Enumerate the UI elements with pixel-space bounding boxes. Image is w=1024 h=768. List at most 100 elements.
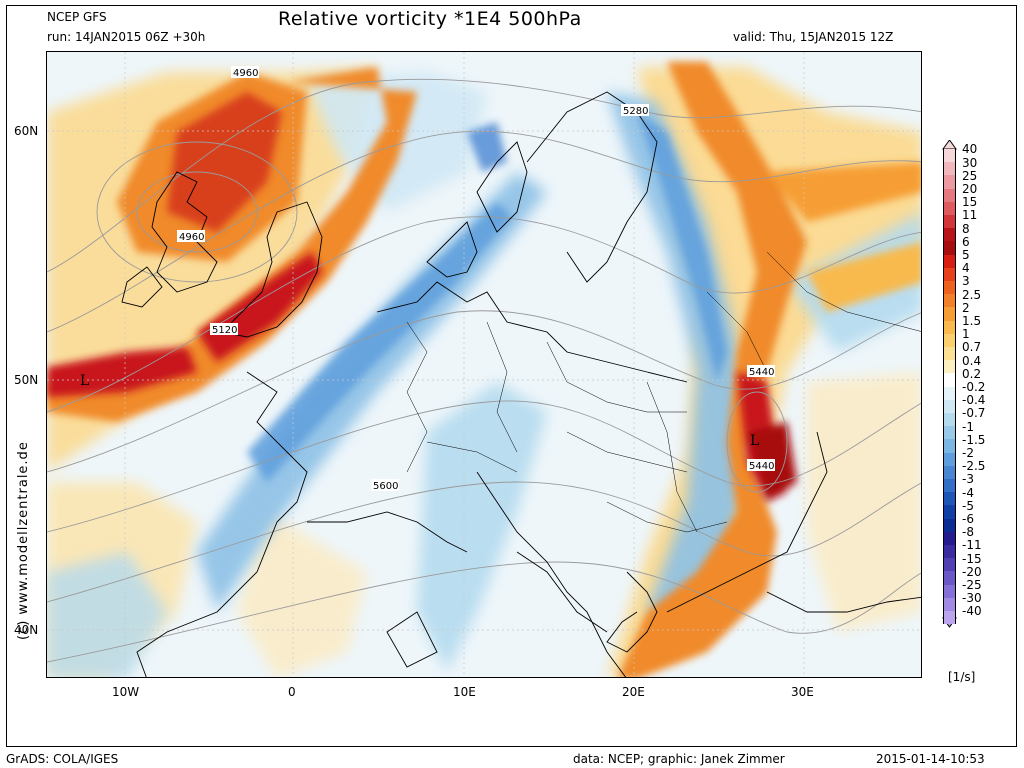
legend-row: 1 [940,328,1020,347]
legend-swatch [943,360,956,374]
low-pressure-marker: L [750,433,759,449]
chart-title: Relative vorticity *1E4 500hPa [278,8,582,30]
legend-swatch [943,386,956,400]
legend-label: 2.5 [962,287,982,302]
legend-label: 3 [962,274,970,289]
legend-row: 11 [940,209,1020,229]
legend-swatch [943,452,956,466]
legend-label: -1.5 [962,432,986,447]
legend-swatch [943,307,956,321]
legend-swatch [943,399,956,413]
legend-unit: [1/s] [948,670,976,684]
legend-row: 5 [940,249,1020,268]
legend-label: 25 [962,168,978,183]
contour-label: 4960 [233,68,258,79]
legend-row: -0.4 [940,394,1020,413]
legend-row: 25 [940,170,1020,189]
contour-labels: 4960 4960 5280 5120 5440 5440 5600 L L [80,66,775,492]
borders [406,251,921,533]
legend-swatch [943,215,956,229]
coastlines [121,91,921,677]
legend-label: -20 [962,564,982,579]
legend-swatch [943,584,956,598]
legend-swatch [943,281,956,295]
legend-swatch [943,347,956,361]
legend-row: 0.2 [940,368,1020,387]
legend-label: -2 [962,446,974,460]
legend-label: -15 [962,551,982,566]
legend-swatch [943,333,956,347]
legend-swatch [943,518,956,532]
legend-row: -11 [940,539,1020,559]
figure-frame [6,5,1017,747]
contour-label: 4960 [179,232,204,243]
legend-label: -6 [962,512,974,526]
legend-label: 6 [962,234,970,249]
watermark: (c) www.modellzentrale.de [16,441,31,640]
legend-label: 20 [962,182,978,196]
legend-row: 30 [940,157,1020,176]
legend-swatch [943,201,956,215]
footer-software: GrADS: COLA/IGES [6,752,119,766]
legend-row: 2.5 [940,289,1020,308]
low-pressure-marker: L [80,373,89,389]
legend-label: 8 [962,221,970,236]
legend-label: -3 [962,472,974,487]
legend-row: -30 [940,592,1020,611]
contour-label: 5600 [373,481,398,492]
legend-swatch [943,175,956,189]
legend-swatch [943,426,956,440]
legend-row: 6 [940,236,1020,255]
legend-label: -40 [962,604,982,619]
footer-timestamp: 2015-01-14-10:53 [876,752,985,766]
legend-row: 2 [940,302,1020,321]
legend-row: -6 [940,513,1020,532]
legend-label: 4 [962,261,970,276]
legend-label: 30 [962,155,978,170]
legend-swatch [943,465,956,479]
footer-credit: data: NCEP; graphic: Janek Zimmer [573,752,785,766]
legend-label: 1 [962,327,970,342]
contour-label: 5280 [623,106,648,117]
legend-swatch [943,413,956,427]
legend-row: 0.7 [940,341,1020,361]
graticule [47,52,921,677]
legend-label: -0.4 [962,393,986,408]
legend-label: 15 [962,195,978,210]
legend-label: -25 [962,578,982,592]
legend-row: 40 [940,143,1020,163]
legend-label: -8 [962,525,974,540]
legend-row: 1.5 [940,315,1020,334]
legend-swatch [943,149,956,163]
legend-row: -15 [940,553,1020,572]
legend-swatch [943,254,956,268]
legend-swatch [943,545,956,559]
legend-label: 0.4 [962,353,982,368]
legend-label: 2 [962,300,970,315]
lat-label-40n: 40N [14,623,39,637]
field-negative-core [247,112,727,482]
legend-row: -4 [940,487,1020,506]
legend-swatch [943,267,956,281]
legend-row: -20 [940,566,1020,585]
legend-row: -25 [940,579,1020,598]
lat-label-60n: 60N [14,124,39,138]
legend-swatch [943,492,956,506]
legend-swatch [943,479,956,493]
legend-label: 1.5 [962,314,982,328]
lon-label-20e: 20E [622,685,645,699]
legend-swatch [943,228,956,242]
legend-row: 15 [940,196,1020,215]
legend-row: 3 [940,275,1020,295]
legend-swatch [943,162,956,176]
legend-row: 20 [940,183,1020,202]
legend-label: -0.2 [962,380,986,394]
legend-row: -2.5 [940,460,1020,479]
legend-swatch [943,531,956,545]
legend-label: -0.7 [962,406,986,421]
lat-label-50n: 50N [14,373,39,387]
contour-label: 5440 [749,367,774,378]
valid-time: valid: Thu, 15JAN2015 12Z [733,30,894,44]
geopotential-contours [47,78,921,663]
legend-swatch [943,294,956,308]
